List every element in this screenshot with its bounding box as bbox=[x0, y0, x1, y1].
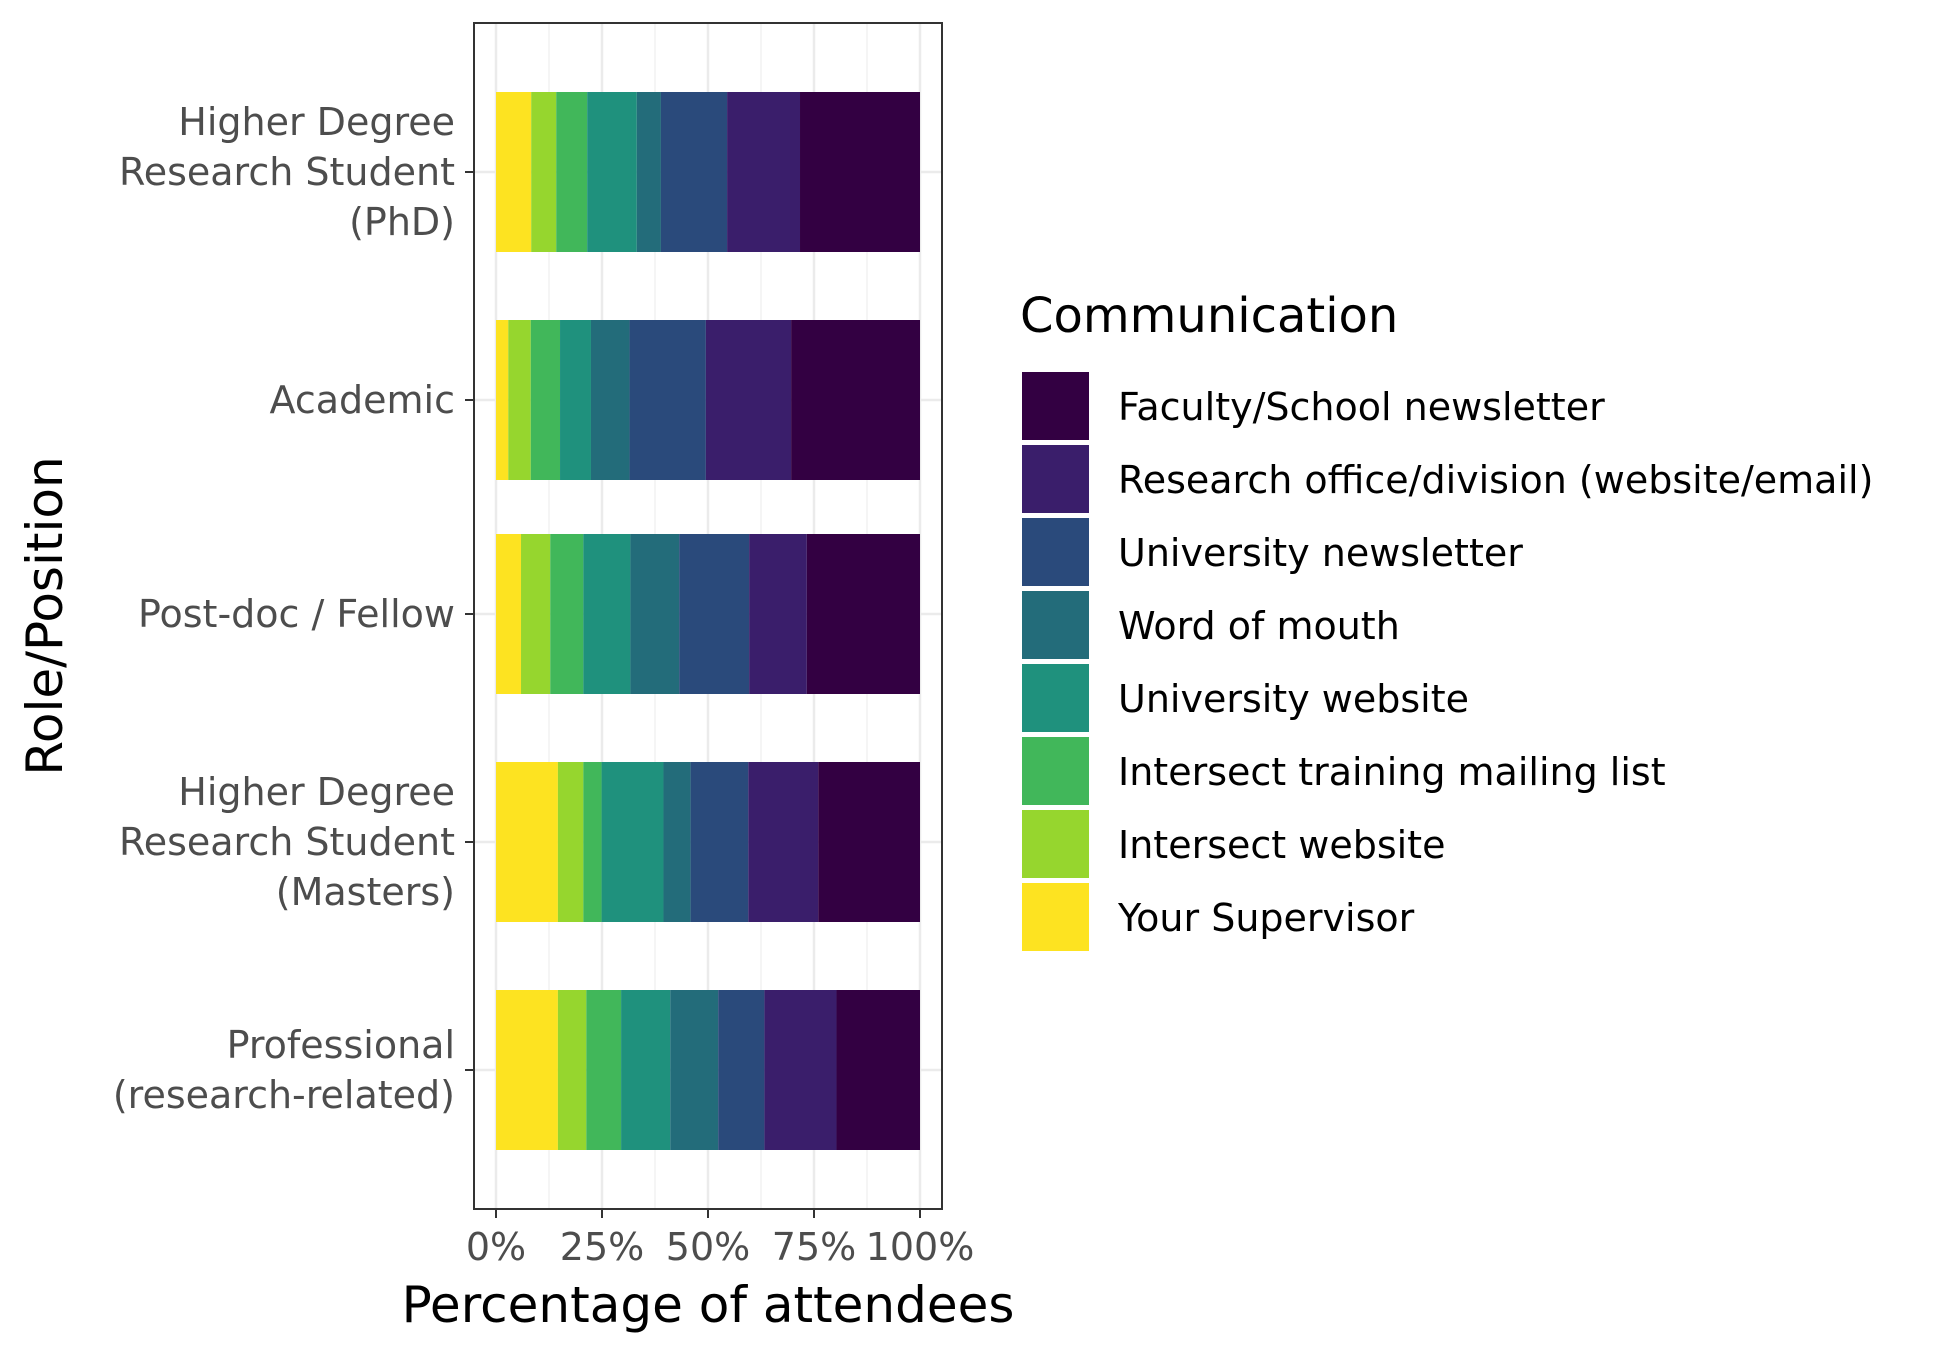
bar-segment bbox=[718, 990, 765, 1150]
bar-segment bbox=[583, 534, 631, 694]
y-tick-label: Higher Degree Research Student (PhD) bbox=[119, 100, 455, 244]
bar-segment bbox=[800, 92, 920, 252]
bar-segment bbox=[496, 762, 558, 922]
bar-segment bbox=[496, 990, 558, 1150]
legend-label: Intersect website bbox=[1118, 823, 1445, 867]
x-tick-label: 25% bbox=[560, 1225, 644, 1269]
bar-segment bbox=[679, 534, 750, 694]
legend-key bbox=[1022, 737, 1089, 805]
x-tick-label: 50% bbox=[666, 1225, 750, 1269]
legend-label: University newsletter bbox=[1118, 531, 1523, 575]
bar-segment bbox=[590, 320, 630, 480]
legend-key bbox=[1022, 883, 1089, 951]
bar-segment bbox=[560, 320, 591, 480]
legend-key bbox=[1022, 372, 1089, 440]
y-tick-label: Academic bbox=[270, 378, 455, 422]
x-tick-label: 75% bbox=[772, 1225, 856, 1269]
bar-segment bbox=[670, 990, 719, 1150]
bar-segment bbox=[621, 990, 671, 1150]
bar-segment bbox=[508, 320, 531, 480]
bar-segment bbox=[806, 534, 920, 694]
bar-segment bbox=[556, 92, 588, 252]
bar-segment bbox=[636, 92, 661, 252]
legend-key bbox=[1022, 518, 1089, 586]
y-tick-label: Post-doc / Fellow bbox=[138, 592, 455, 636]
bar-segment bbox=[531, 92, 557, 252]
legend-label: Faculty/School newsletter bbox=[1118, 385, 1605, 429]
bar-segment bbox=[705, 320, 792, 480]
bar-segment bbox=[749, 534, 807, 694]
x-axis-title: Percentage of attendees bbox=[402, 1276, 1015, 1334]
bar-segment bbox=[496, 320, 509, 480]
bar-segment bbox=[530, 320, 561, 480]
legend-key bbox=[1022, 810, 1089, 878]
legend-label: Research office/division (website/email) bbox=[1118, 458, 1873, 502]
legend-label: University website bbox=[1118, 677, 1469, 721]
bar-segment bbox=[583, 762, 602, 922]
bar-segment bbox=[587, 92, 637, 252]
x-tick-label: 100% bbox=[866, 1225, 975, 1269]
bar-segment bbox=[836, 990, 920, 1150]
bar-segment bbox=[629, 320, 706, 480]
bar-segment bbox=[521, 534, 551, 694]
legend-label: Your Supervisor bbox=[1117, 896, 1415, 940]
bar-segment bbox=[663, 762, 691, 922]
bar-segment bbox=[764, 990, 837, 1150]
bar-segment bbox=[496, 534, 522, 694]
y-tick-label: Higher Degree Research Student (Masters) bbox=[119, 770, 455, 914]
bar-segment bbox=[818, 762, 920, 922]
y-tick-label: Professional (research-related) bbox=[113, 1023, 455, 1117]
bar-segment bbox=[557, 762, 584, 922]
bar-segment bbox=[550, 534, 584, 694]
bar-segment bbox=[557, 990, 587, 1150]
bar-segment bbox=[748, 762, 819, 922]
legend-label: Intersect training mailing list bbox=[1118, 750, 1666, 794]
bar-segment bbox=[727, 92, 801, 252]
legend-key bbox=[1022, 664, 1089, 732]
y-axis-title: Role/Position bbox=[16, 456, 74, 775]
bar-segment bbox=[601, 762, 664, 922]
x-tick-label: 0% bbox=[466, 1225, 526, 1269]
bar-segment bbox=[791, 320, 920, 480]
bar-segment bbox=[630, 534, 680, 694]
bar-segment bbox=[586, 990, 622, 1150]
legend-key bbox=[1022, 591, 1089, 659]
bar-segment bbox=[690, 762, 749, 922]
legend-key bbox=[1022, 445, 1089, 513]
legend-title: Communication bbox=[1020, 288, 1398, 344]
bar-segment bbox=[496, 92, 532, 252]
legend-label: Word of mouth bbox=[1118, 604, 1400, 648]
bar-segment bbox=[660, 92, 728, 252]
